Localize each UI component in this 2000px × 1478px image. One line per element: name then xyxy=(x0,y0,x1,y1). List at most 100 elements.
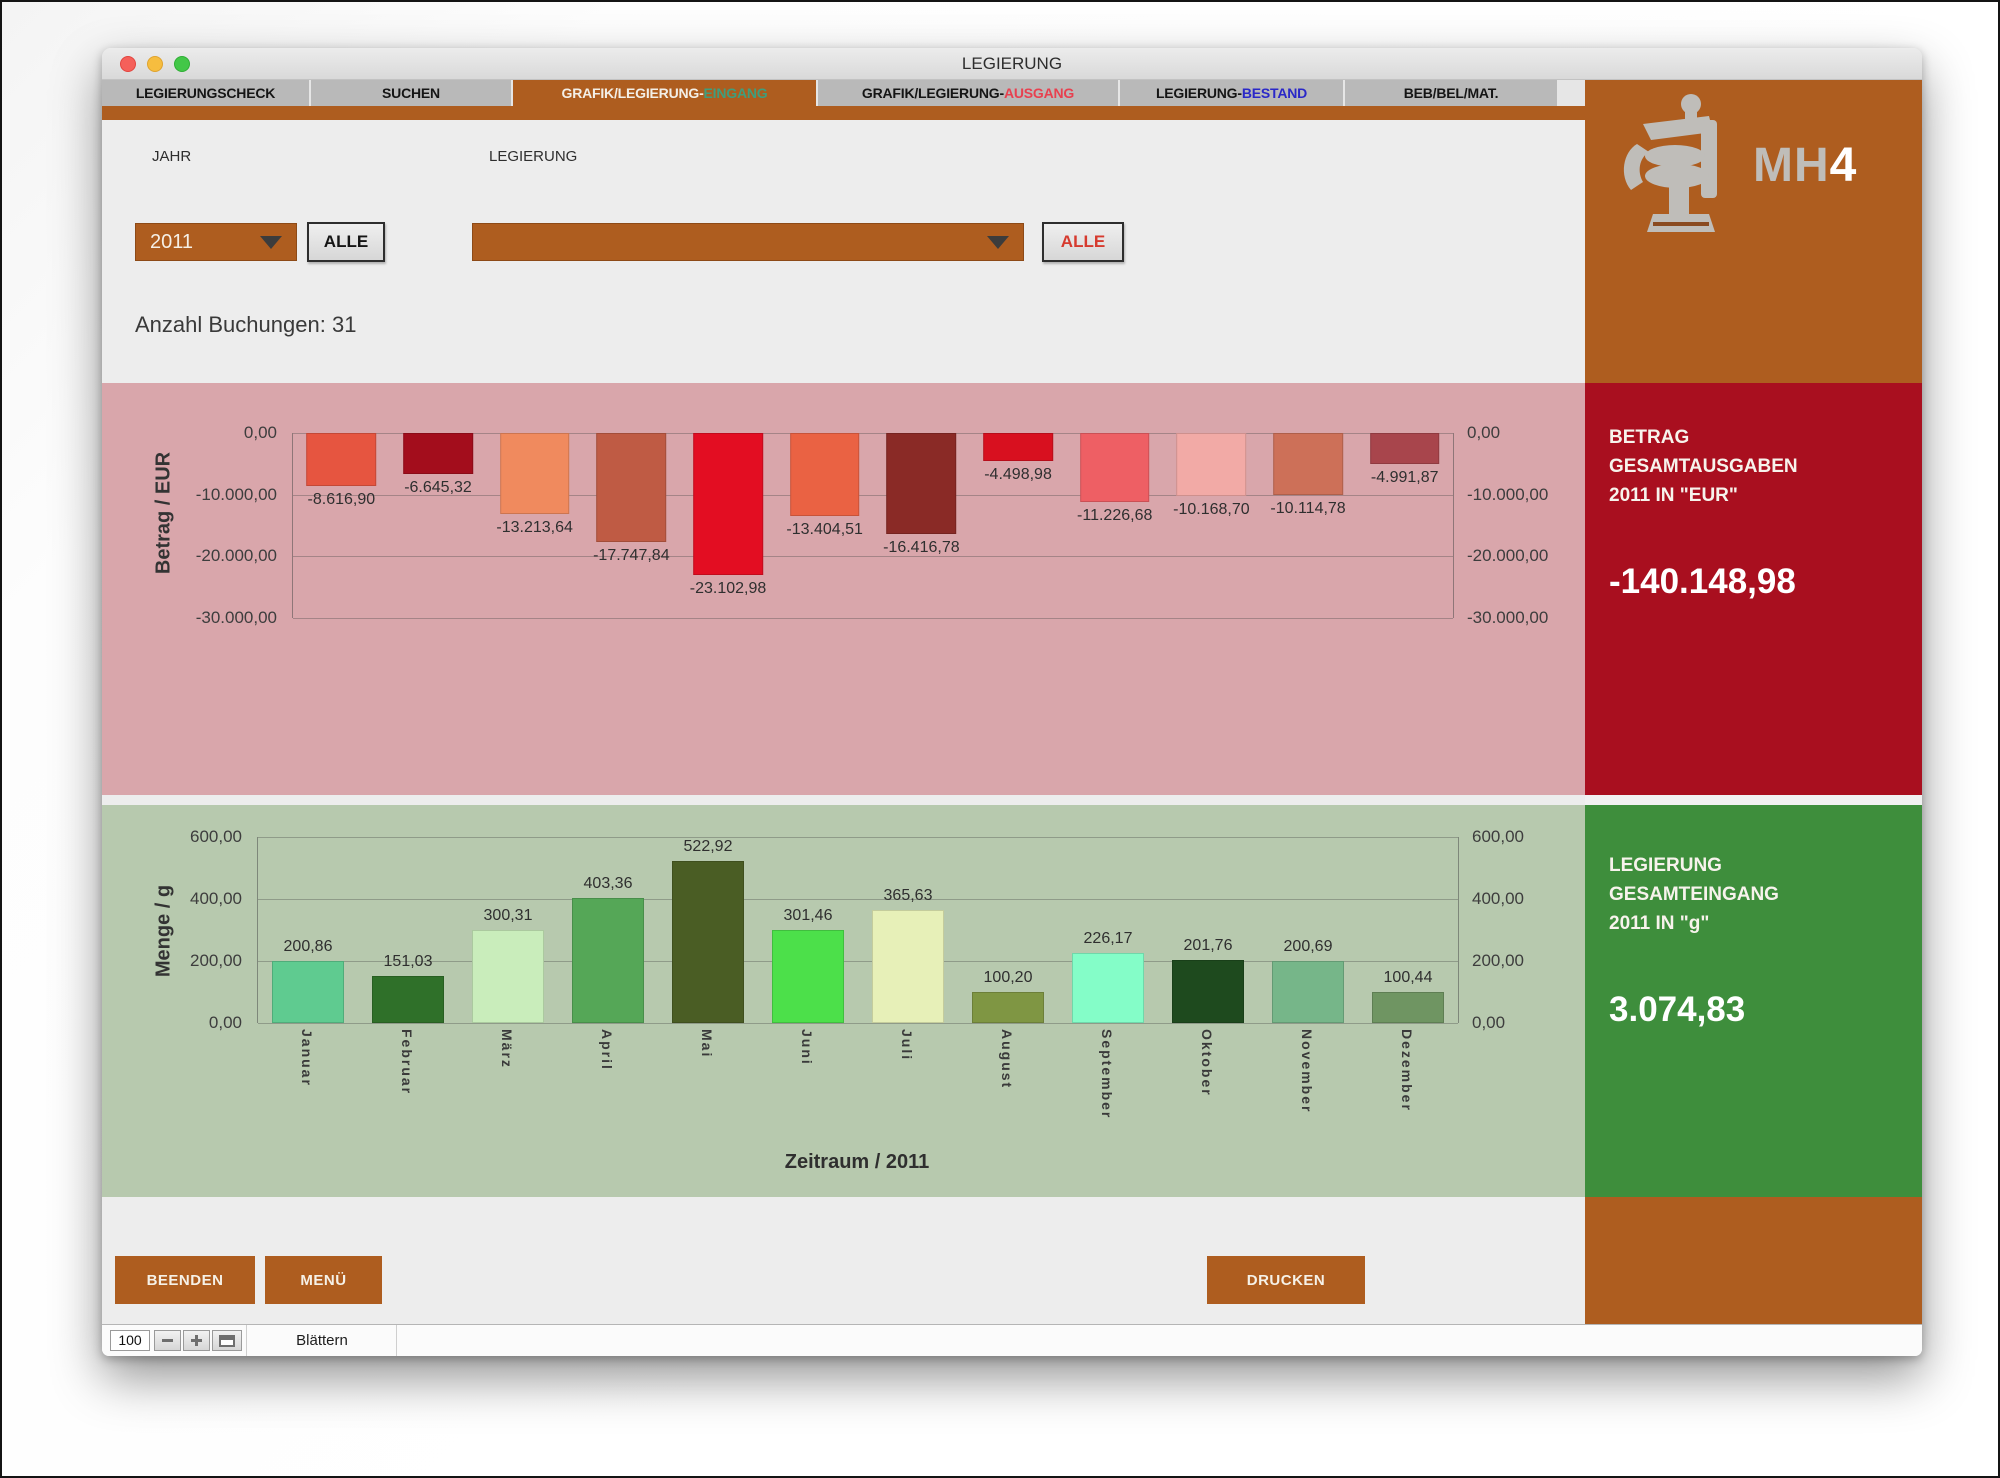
tab-grafik-legierung-ausgang[interactable]: GRAFIK/LEGIERUNG- AUSGANG xyxy=(818,80,1118,106)
jahr-dropdown[interactable]: 2011 xyxy=(135,223,297,261)
bar-value-label: 226,17 xyxy=(1083,929,1133,947)
month-cell: Juli xyxy=(857,1029,957,1119)
bar-juli xyxy=(872,909,944,1023)
zoom-level-field[interactable]: 100 xyxy=(110,1330,150,1351)
month-cell: Februar xyxy=(357,1029,457,1119)
axis-tick-label: -20.000,00 xyxy=(1467,546,1549,566)
month-label: August xyxy=(999,1029,1015,1090)
tab-suchen[interactable]: SUCHEN xyxy=(311,80,511,106)
month-cell: März xyxy=(457,1029,557,1119)
axis-tick-label: 0,00 xyxy=(243,423,277,442)
bar-value-label: -10.168,70 xyxy=(1173,500,1250,518)
axis-tick-label: 400,00 xyxy=(1472,889,1524,908)
axis-tick-label: 0,00 xyxy=(208,1013,242,1032)
bar-column: 100,20 xyxy=(958,837,1058,1023)
jahr-alle-button[interactable]: ALLE xyxy=(307,222,385,262)
bar-column: 300,31 xyxy=(458,837,558,1023)
traffic-lights xyxy=(120,56,190,72)
legierung-alle-button[interactable]: ALLE xyxy=(1042,222,1124,262)
month-cell: August xyxy=(957,1029,1057,1119)
sidebar-footer xyxy=(1585,1197,1922,1324)
bar-value-label: -10.114,78 xyxy=(1270,500,1346,518)
tab-legierung-bestand[interactable]: LEGIERUNG- BESTAND xyxy=(1120,80,1343,106)
accent-strip xyxy=(102,106,1585,120)
layout-icon xyxy=(219,1334,235,1347)
bar-value-label: 151,03 xyxy=(383,953,433,971)
tab-grafik-legierung-eingang[interactable]: GRAFIK/LEGIERUNG- EINGANG xyxy=(513,80,816,106)
blaettern-label[interactable]: Blättern xyxy=(296,1332,348,1349)
bar-value-label: -23.102,98 xyxy=(689,580,767,598)
menue-button[interactable]: MENÜ xyxy=(265,1256,382,1304)
bar-value-label: -4.991,87 xyxy=(1370,468,1439,486)
bar-februar xyxy=(403,433,473,474)
zoom-in-button[interactable] xyxy=(183,1330,210,1351)
filter-controls: JAHR 2011 ALLE LEGIERUNG ALLE Anzahl Buc… xyxy=(102,120,1585,383)
tab-legierungscheck[interactable]: LEGIERUNGSCHECK xyxy=(102,80,309,106)
bar-column: -10.168,70 xyxy=(1163,433,1260,618)
bar-column: 201,76 xyxy=(1158,837,1258,1023)
legierung-dropdown[interactable] xyxy=(472,223,1024,261)
panel-g-line2: GESAMTEINGANG xyxy=(1609,884,1779,905)
bar-column: -8.616,90 xyxy=(293,433,390,618)
bar-januar xyxy=(272,960,344,1023)
month-cell: April xyxy=(557,1029,657,1119)
month-cell: Dezember xyxy=(1357,1029,1457,1119)
tab-beb-bel-mat[interactable]: BEB/BEL/MAT. xyxy=(1345,80,1557,106)
month-cell: September xyxy=(1057,1029,1157,1119)
gesamteingang-total: 3.074,83 xyxy=(1609,990,1746,1029)
axis-tick-label: 200,00 xyxy=(190,951,242,970)
minimize-window-button[interactable] xyxy=(147,56,163,72)
bar-column: 403,36 xyxy=(558,837,658,1023)
axis-tick-label: -30.000,00 xyxy=(1467,608,1549,627)
bar-august xyxy=(983,433,1053,461)
gridline xyxy=(258,1023,1458,1024)
month-cell: Juni xyxy=(757,1029,857,1119)
bar-oktober xyxy=(1176,433,1247,496)
month-axis: Januar Februar März April Mai Juni Juli August S… xyxy=(257,1029,1457,1119)
drucken-button[interactable]: DRUCKEN xyxy=(1207,1256,1365,1304)
bar-märz xyxy=(499,433,570,515)
axis-tick-label: 600,00 xyxy=(190,827,242,846)
bar-november xyxy=(1272,960,1344,1023)
bar-column: -4.498,98 xyxy=(970,433,1067,618)
month-label: Juli xyxy=(899,1029,915,1062)
title-bar[interactable]: LEGIERUNG xyxy=(102,48,1922,80)
panel-eur-line2: GESAMTAUSGABEN xyxy=(1609,456,1798,477)
month-label: April xyxy=(599,1029,615,1071)
chevron-down-icon xyxy=(260,235,282,249)
bar-column: -17.747,84 xyxy=(583,433,680,618)
zoom-out-button[interactable] xyxy=(154,1330,181,1351)
bar-column: 151,03 xyxy=(358,837,458,1023)
month-cell: November xyxy=(1257,1029,1357,1119)
bar-value-label: -17.747,84 xyxy=(593,547,670,565)
bar-märz xyxy=(472,929,544,1023)
close-window-button[interactable] xyxy=(120,56,136,72)
bar-column: 100,44 xyxy=(1358,837,1458,1023)
bar-value-label: -11.226,68 xyxy=(1077,507,1153,525)
legierung-label: LEGIERUNG xyxy=(489,148,578,165)
bar-dezember xyxy=(1369,433,1440,464)
bar-august xyxy=(972,991,1044,1023)
plot-area-g: 200,86 151,03 300,31 403,36 522,92 301,46 365,… xyxy=(257,837,1459,1024)
axis-tick-label: 200,00 xyxy=(1472,951,1524,970)
bar-value-label: -8.616,90 xyxy=(307,491,376,509)
axis-tick-label: -10.000,00 xyxy=(195,484,277,504)
bar-value-label: 100,20 xyxy=(983,968,1033,986)
zoom-window-button[interactable] xyxy=(174,56,190,72)
gridline xyxy=(258,961,1458,962)
axis-tick-label: -30.000,00 xyxy=(195,608,277,627)
axis-tick-label: 0,00 xyxy=(1472,1013,1506,1032)
jahr-value: 2011 xyxy=(150,230,194,253)
bar-column: -16.416,78 xyxy=(873,433,970,618)
footer-area: BEENDEN MENÜ DRUCKEN xyxy=(102,1197,1585,1324)
beenden-button[interactable]: BEENDEN xyxy=(115,1256,255,1304)
axis-tick-label: 0,00 xyxy=(1467,423,1501,442)
bar-september xyxy=(1072,952,1144,1023)
axis-tick-label: 600,00 xyxy=(1472,827,1524,846)
layout-mode-button[interactable] xyxy=(212,1330,242,1351)
bar-column: 365,63 xyxy=(858,837,958,1023)
bar-februar xyxy=(372,976,444,1023)
panel-g-line1: LEGIERUNG xyxy=(1609,855,1722,876)
bar-value-label: 403,36 xyxy=(583,874,633,892)
